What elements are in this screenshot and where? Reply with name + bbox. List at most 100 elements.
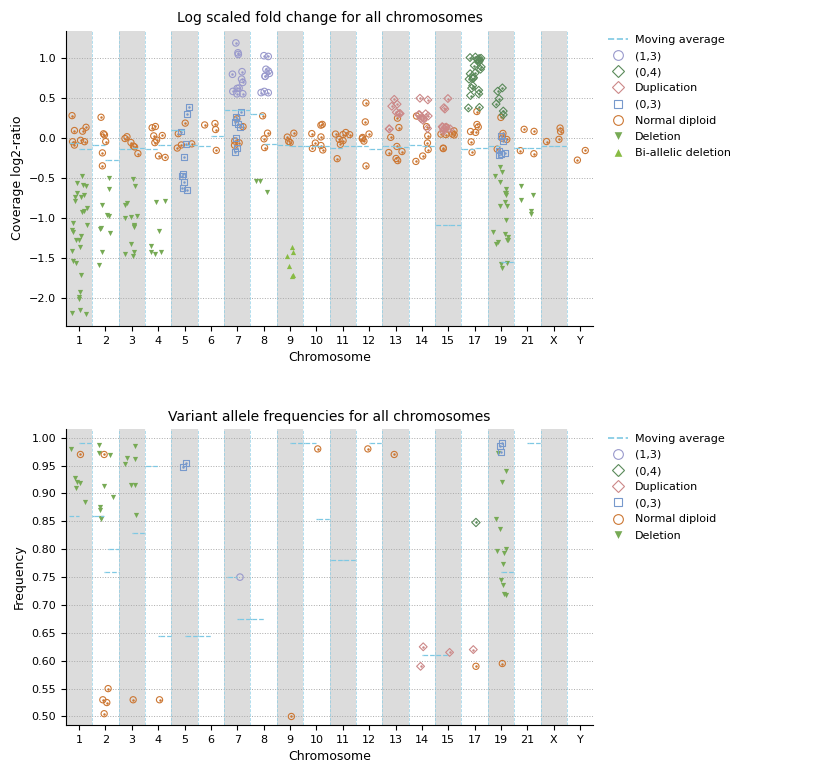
Point [74, 477, 87, 489]
Point [227, 85, 240, 98]
Point [496, 437, 509, 449]
Point [68, 195, 82, 208]
Point [68, 139, 81, 151]
Point [228, 139, 241, 151]
Point [438, 101, 451, 114]
Point [493, 440, 506, 452]
Point [391, 155, 405, 167]
Point [527, 189, 540, 201]
Point [361, 443, 374, 455]
Point [255, 86, 268, 98]
Point [412, 108, 425, 121]
Point [65, 110, 78, 122]
Point [493, 150, 506, 162]
Point [491, 85, 504, 98]
Point [229, 111, 242, 124]
Point [359, 97, 372, 109]
Point [65, 110, 78, 122]
Point [434, 128, 447, 140]
Point [257, 50, 270, 62]
Point [178, 151, 191, 163]
Point [499, 187, 512, 199]
Point [396, 146, 409, 158]
Point [578, 144, 592, 156]
Point [250, 175, 263, 187]
Point [70, 233, 83, 246]
Point [233, 571, 246, 583]
Point [97, 449, 110, 461]
Point [492, 237, 505, 249]
Point [128, 220, 141, 232]
Point [472, 53, 485, 65]
Point [490, 143, 503, 155]
Point [421, 94, 434, 106]
Bar [119, 31, 145, 326]
Point [499, 195, 512, 208]
Point [419, 108, 433, 120]
Point [261, 50, 274, 63]
Point [412, 108, 425, 121]
Point [471, 118, 484, 130]
Point [127, 140, 140, 153]
Bar [488, 430, 514, 725]
Point [471, 121, 485, 133]
Point [93, 439, 106, 451]
Point [446, 128, 459, 140]
Point [494, 147, 508, 159]
Point [74, 449, 87, 461]
Point [414, 92, 427, 105]
Point [95, 111, 108, 124]
Point [96, 159, 109, 172]
Point [236, 76, 250, 89]
Point [231, 82, 244, 95]
Point [231, 82, 244, 95]
Point [180, 457, 193, 469]
Point [257, 133, 270, 145]
Point [94, 512, 107, 524]
Bar [277, 430, 303, 725]
Point [176, 461, 190, 473]
Point [103, 172, 116, 185]
Point [101, 683, 115, 695]
X-axis label: Chromosome: Chromosome [288, 351, 371, 364]
Point [236, 66, 249, 78]
Point [79, 121, 92, 134]
Point [359, 159, 372, 172]
Point [396, 146, 409, 158]
Point [97, 127, 110, 140]
Point [515, 194, 528, 206]
Point [283, 137, 297, 149]
Bar [66, 430, 92, 725]
Point [499, 187, 513, 199]
Point [517, 124, 531, 136]
Point [259, 70, 272, 82]
Point [95, 111, 108, 124]
Point [101, 697, 114, 709]
Point [92, 446, 105, 459]
Point [447, 124, 461, 137]
Point [229, 37, 242, 49]
Point [66, 225, 79, 237]
Point [488, 170, 501, 182]
Point [471, 105, 484, 118]
Point [76, 170, 89, 182]
Point [525, 204, 538, 217]
Point [470, 517, 483, 529]
Point [282, 135, 295, 147]
Title: Variant allele frequencies for all chromosomes: Variant allele frequencies for all chrom… [168, 410, 491, 424]
Point [461, 101, 475, 114]
Point [382, 123, 396, 135]
Point [390, 106, 403, 118]
Point [447, 124, 461, 137]
Point [232, 47, 245, 59]
Point [443, 123, 456, 135]
Point [464, 89, 477, 101]
Bar [66, 31, 92, 326]
Point [387, 449, 400, 461]
Point [356, 131, 369, 143]
Point [232, 47, 245, 59]
Bar [330, 31, 356, 326]
Point [436, 121, 449, 133]
Point [422, 143, 435, 156]
Point [493, 150, 506, 162]
